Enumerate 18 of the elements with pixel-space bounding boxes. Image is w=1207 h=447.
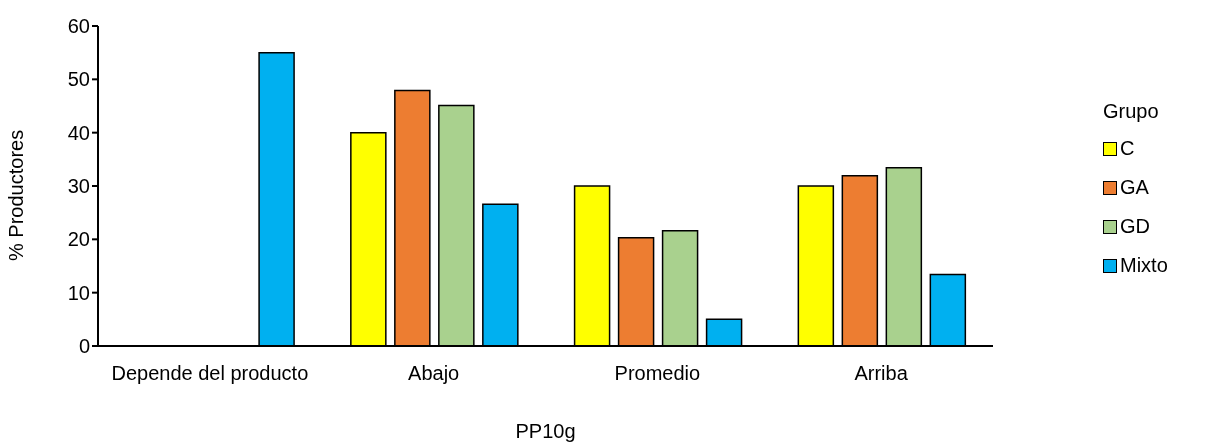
y-tick-label: 20 [67, 228, 90, 251]
y-tick-label: 40 [67, 121, 90, 144]
x-tick-label: Promedio [614, 362, 701, 385]
x-tick-label: Arriba [854, 362, 909, 385]
y-tick-label: 10 [67, 281, 90, 304]
x-tick-label: Abajo [408, 362, 460, 385]
y-tick-label: 60 [67, 15, 90, 38]
legend-label: GA [1120, 176, 1149, 199]
x-tick-label: Depende del producto [111, 362, 309, 385]
y-tick-label: 0 [78, 335, 90, 358]
y-axis-title: % Productores [5, 129, 28, 261]
legend-label: Mixto [1120, 254, 1168, 277]
y-tick-label: 50 [67, 68, 90, 91]
legend-label: C [1120, 137, 1135, 160]
y-tick-label: 30 [67, 175, 90, 198]
legend-label: GD [1120, 215, 1150, 238]
x-axis-title: PP10g [515, 420, 576, 442]
legend-title: Grupo [1103, 100, 1160, 123]
